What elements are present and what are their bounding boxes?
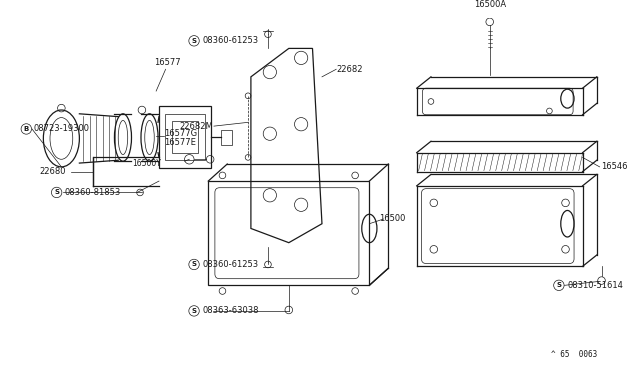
Text: 16500A: 16500A — [474, 0, 506, 9]
Text: 16577E: 16577E — [164, 138, 196, 147]
Text: S: S — [54, 189, 59, 195]
Text: 16577: 16577 — [154, 58, 181, 67]
Text: S: S — [191, 262, 196, 267]
Text: 22682M: 22682M — [179, 122, 213, 131]
Bar — [159, 106, 211, 168]
Text: ^ 65  0063: ^ 65 0063 — [550, 350, 596, 359]
Text: 08310-51614: 08310-51614 — [568, 281, 623, 290]
Text: 08723-19300: 08723-19300 — [34, 125, 90, 134]
Text: 08360-61253: 08360-61253 — [203, 36, 259, 45]
Text: 08360-61253: 08360-61253 — [203, 260, 259, 269]
Bar — [172, 121, 198, 153]
Text: 16500Y: 16500Y — [132, 158, 161, 167]
Text: 22680: 22680 — [40, 167, 66, 176]
Text: S: S — [556, 282, 561, 288]
Text: 08363-63038: 08363-63038 — [203, 307, 259, 315]
Bar — [208, 181, 369, 285]
Text: S: S — [191, 308, 196, 314]
Text: S: S — [191, 38, 196, 44]
Bar — [221, 130, 232, 145]
Text: 16577G: 16577G — [164, 129, 197, 138]
Bar — [164, 114, 205, 160]
Text: 08360-81853: 08360-81853 — [64, 188, 120, 197]
Text: B: B — [24, 126, 29, 132]
Text: 22682: 22682 — [336, 65, 363, 74]
Text: 16500: 16500 — [379, 215, 405, 224]
Text: 16546: 16546 — [602, 162, 628, 171]
